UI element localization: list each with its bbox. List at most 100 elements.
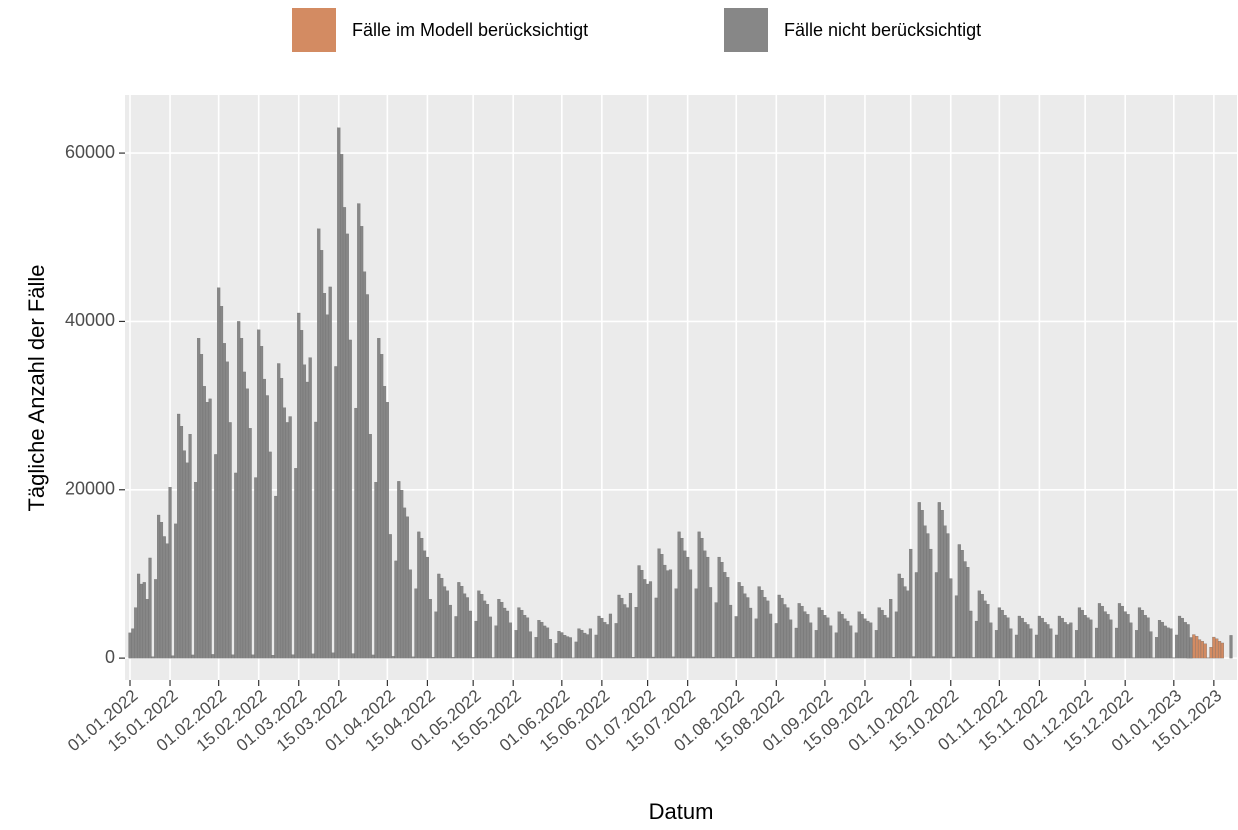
bar (265, 395, 269, 659)
bar (157, 514, 161, 659)
bar (1046, 624, 1050, 659)
bar (177, 413, 181, 659)
bar (671, 656, 675, 659)
bar (811, 657, 816, 659)
bar (623, 604, 627, 659)
bar (279, 378, 284, 659)
bar (1195, 636, 1199, 659)
bar (1009, 628, 1013, 659)
bar (751, 657, 756, 659)
bar (305, 381, 309, 659)
bar (520, 609, 524, 659)
bar (717, 556, 721, 659)
bar (1017, 615, 1021, 659)
bar (989, 622, 993, 659)
bar (191, 654, 195, 659)
bar (891, 657, 896, 659)
bar (225, 361, 229, 659)
bar (940, 510, 944, 659)
bar (723, 572, 727, 659)
bar (483, 600, 487, 659)
legend-swatch (292, 8, 336, 52)
bar (388, 534, 392, 659)
legend: Fälle im Modell berücksichtigt Fälle nich… (292, 8, 981, 52)
bar (342, 207, 347, 659)
bar (837, 611, 841, 659)
bar (929, 548, 933, 659)
bar (886, 617, 890, 659)
bar (854, 632, 858, 659)
bar (251, 654, 255, 659)
bar (789, 619, 793, 659)
bar (794, 627, 798, 659)
bar (683, 550, 687, 659)
bar (866, 620, 870, 659)
bar (297, 312, 301, 659)
bar (909, 548, 913, 659)
bar (594, 634, 598, 659)
bar (1095, 627, 1099, 659)
bar (1132, 657, 1136, 659)
bar (860, 613, 864, 659)
bar (1120, 605, 1124, 659)
bar (1157, 620, 1162, 659)
bar (1034, 634, 1039, 659)
bar (1000, 609, 1004, 659)
bar (791, 657, 796, 659)
bar (259, 346, 264, 659)
bar (202, 386, 206, 659)
bar (846, 620, 850, 659)
bar (1014, 634, 1019, 659)
bar (345, 233, 349, 659)
bar (786, 607, 790, 659)
bar (843, 618, 847, 659)
bar (1209, 647, 1213, 659)
bar (711, 656, 715, 659)
bar (560, 632, 564, 659)
bar (1200, 641, 1204, 659)
bar (806, 614, 810, 659)
bar (603, 622, 607, 659)
bar (391, 656, 395, 659)
bar (1086, 617, 1090, 659)
bar (400, 490, 404, 659)
bar (151, 656, 155, 659)
bar (445, 590, 450, 659)
bar (1155, 637, 1159, 659)
bar (760, 589, 764, 659)
bar (691, 656, 695, 659)
bar (397, 481, 401, 659)
bar (1074, 630, 1079, 659)
bar (1169, 628, 1173, 659)
bar (131, 628, 135, 659)
bar (411, 656, 415, 659)
bar (1040, 617, 1044, 659)
bar (588, 628, 592, 659)
bar (434, 611, 438, 659)
bar (365, 294, 369, 659)
legend-label: Fälle nicht berücksichtigt (784, 20, 981, 40)
bar (291, 654, 295, 659)
bar (1146, 617, 1150, 659)
bar (368, 434, 372, 659)
bar (1080, 609, 1084, 659)
bar (1137, 607, 1142, 659)
bar (1057, 615, 1061, 659)
bar (660, 554, 664, 659)
bar (1106, 614, 1110, 659)
bar (874, 630, 878, 659)
bar (611, 657, 615, 659)
bar (463, 593, 467, 659)
bar (468, 610, 472, 659)
bar (448, 604, 452, 659)
bar (889, 599, 893, 659)
bar (774, 623, 778, 659)
bar (1066, 624, 1070, 659)
bar (834, 632, 838, 659)
y-axis-title: Tägliche Anzahl der Fälle (24, 264, 49, 511)
bar (185, 462, 189, 659)
bar (640, 570, 644, 659)
bar (517, 607, 521, 659)
bar (525, 617, 530, 659)
bar (331, 652, 335, 659)
